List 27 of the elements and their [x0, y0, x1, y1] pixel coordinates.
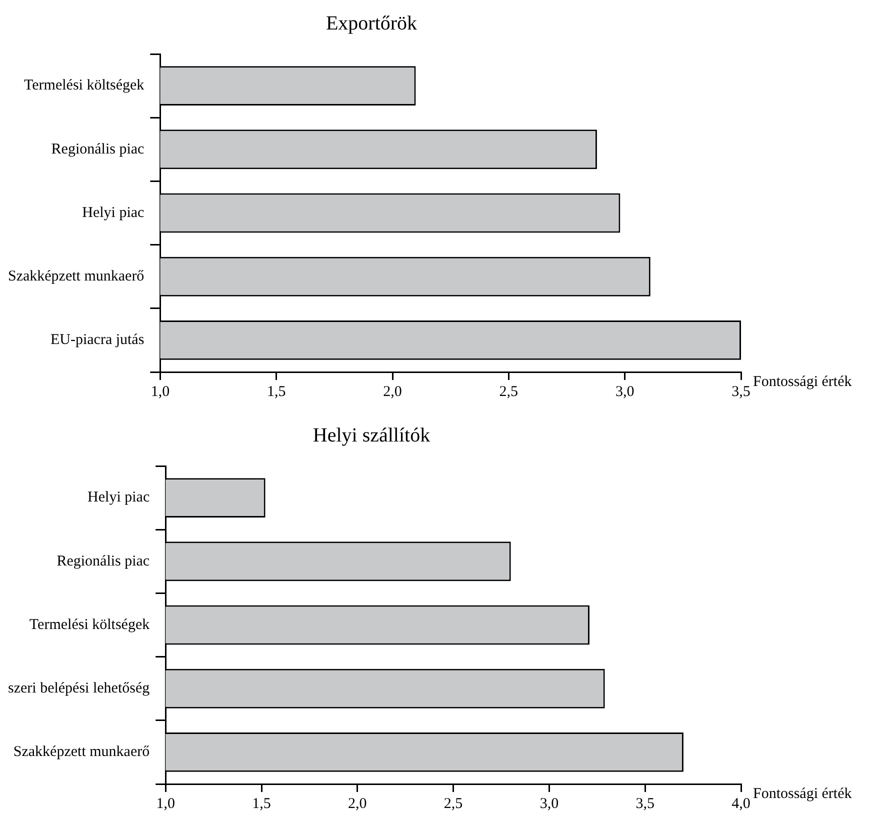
x-axis-title: Fontossági érték — [753, 786, 852, 802]
x-tick-label: 3,0 — [615, 384, 634, 400]
y-tick-label: Helyi piac — [82, 204, 145, 221]
y-tick-label: Szakképzett munkaerő — [8, 268, 144, 285]
x-tick-label: 1,5 — [266, 384, 286, 400]
y-tick-label: Regionális piac — [56, 553, 150, 570]
y-tick-label: EU-piacra jutás — [50, 332, 144, 348]
chart-title: Exportőrök — [326, 12, 418, 34]
x-tick-label: 2,0 — [348, 796, 367, 812]
x-tick-label: 1,0 — [156, 796, 175, 812]
x-tick-label: 3,5 — [636, 796, 654, 812]
x-tick-label: 4,0 — [732, 796, 750, 812]
x-tick-label: 1,0 — [150, 384, 170, 400]
y-tick-label: szeri belépési lehetőség — [8, 680, 150, 697]
x-tick-label: 3,0 — [540, 796, 559, 812]
y-tick-label: Termelési költségek — [29, 616, 150, 633]
y-tick-label: Szakképzett munkaerő — [13, 744, 150, 760]
x-axis-title: Fontossági érték — [753, 374, 852, 390]
y-tick-label: Helyi piac — [88, 490, 150, 506]
x-tick-label: 2,0 — [383, 384, 402, 400]
x-tick-label: 3,5 — [732, 384, 750, 400]
x-tick-label: 1,5 — [252, 796, 271, 812]
y-tick-label: Regionális piac — [51, 141, 145, 158]
y-tick-label: Termelési költségek — [24, 78, 145, 94]
x-tick-label: 2,5 — [444, 796, 463, 812]
x-tick-label: 2,5 — [499, 384, 518, 400]
chart-title: Helyi szállítók — [312, 424, 430, 446]
